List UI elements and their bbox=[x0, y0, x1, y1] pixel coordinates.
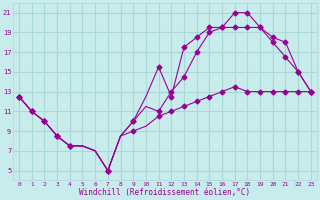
X-axis label: Windchill (Refroidissement éolien,°C): Windchill (Refroidissement éolien,°C) bbox=[79, 188, 251, 197]
